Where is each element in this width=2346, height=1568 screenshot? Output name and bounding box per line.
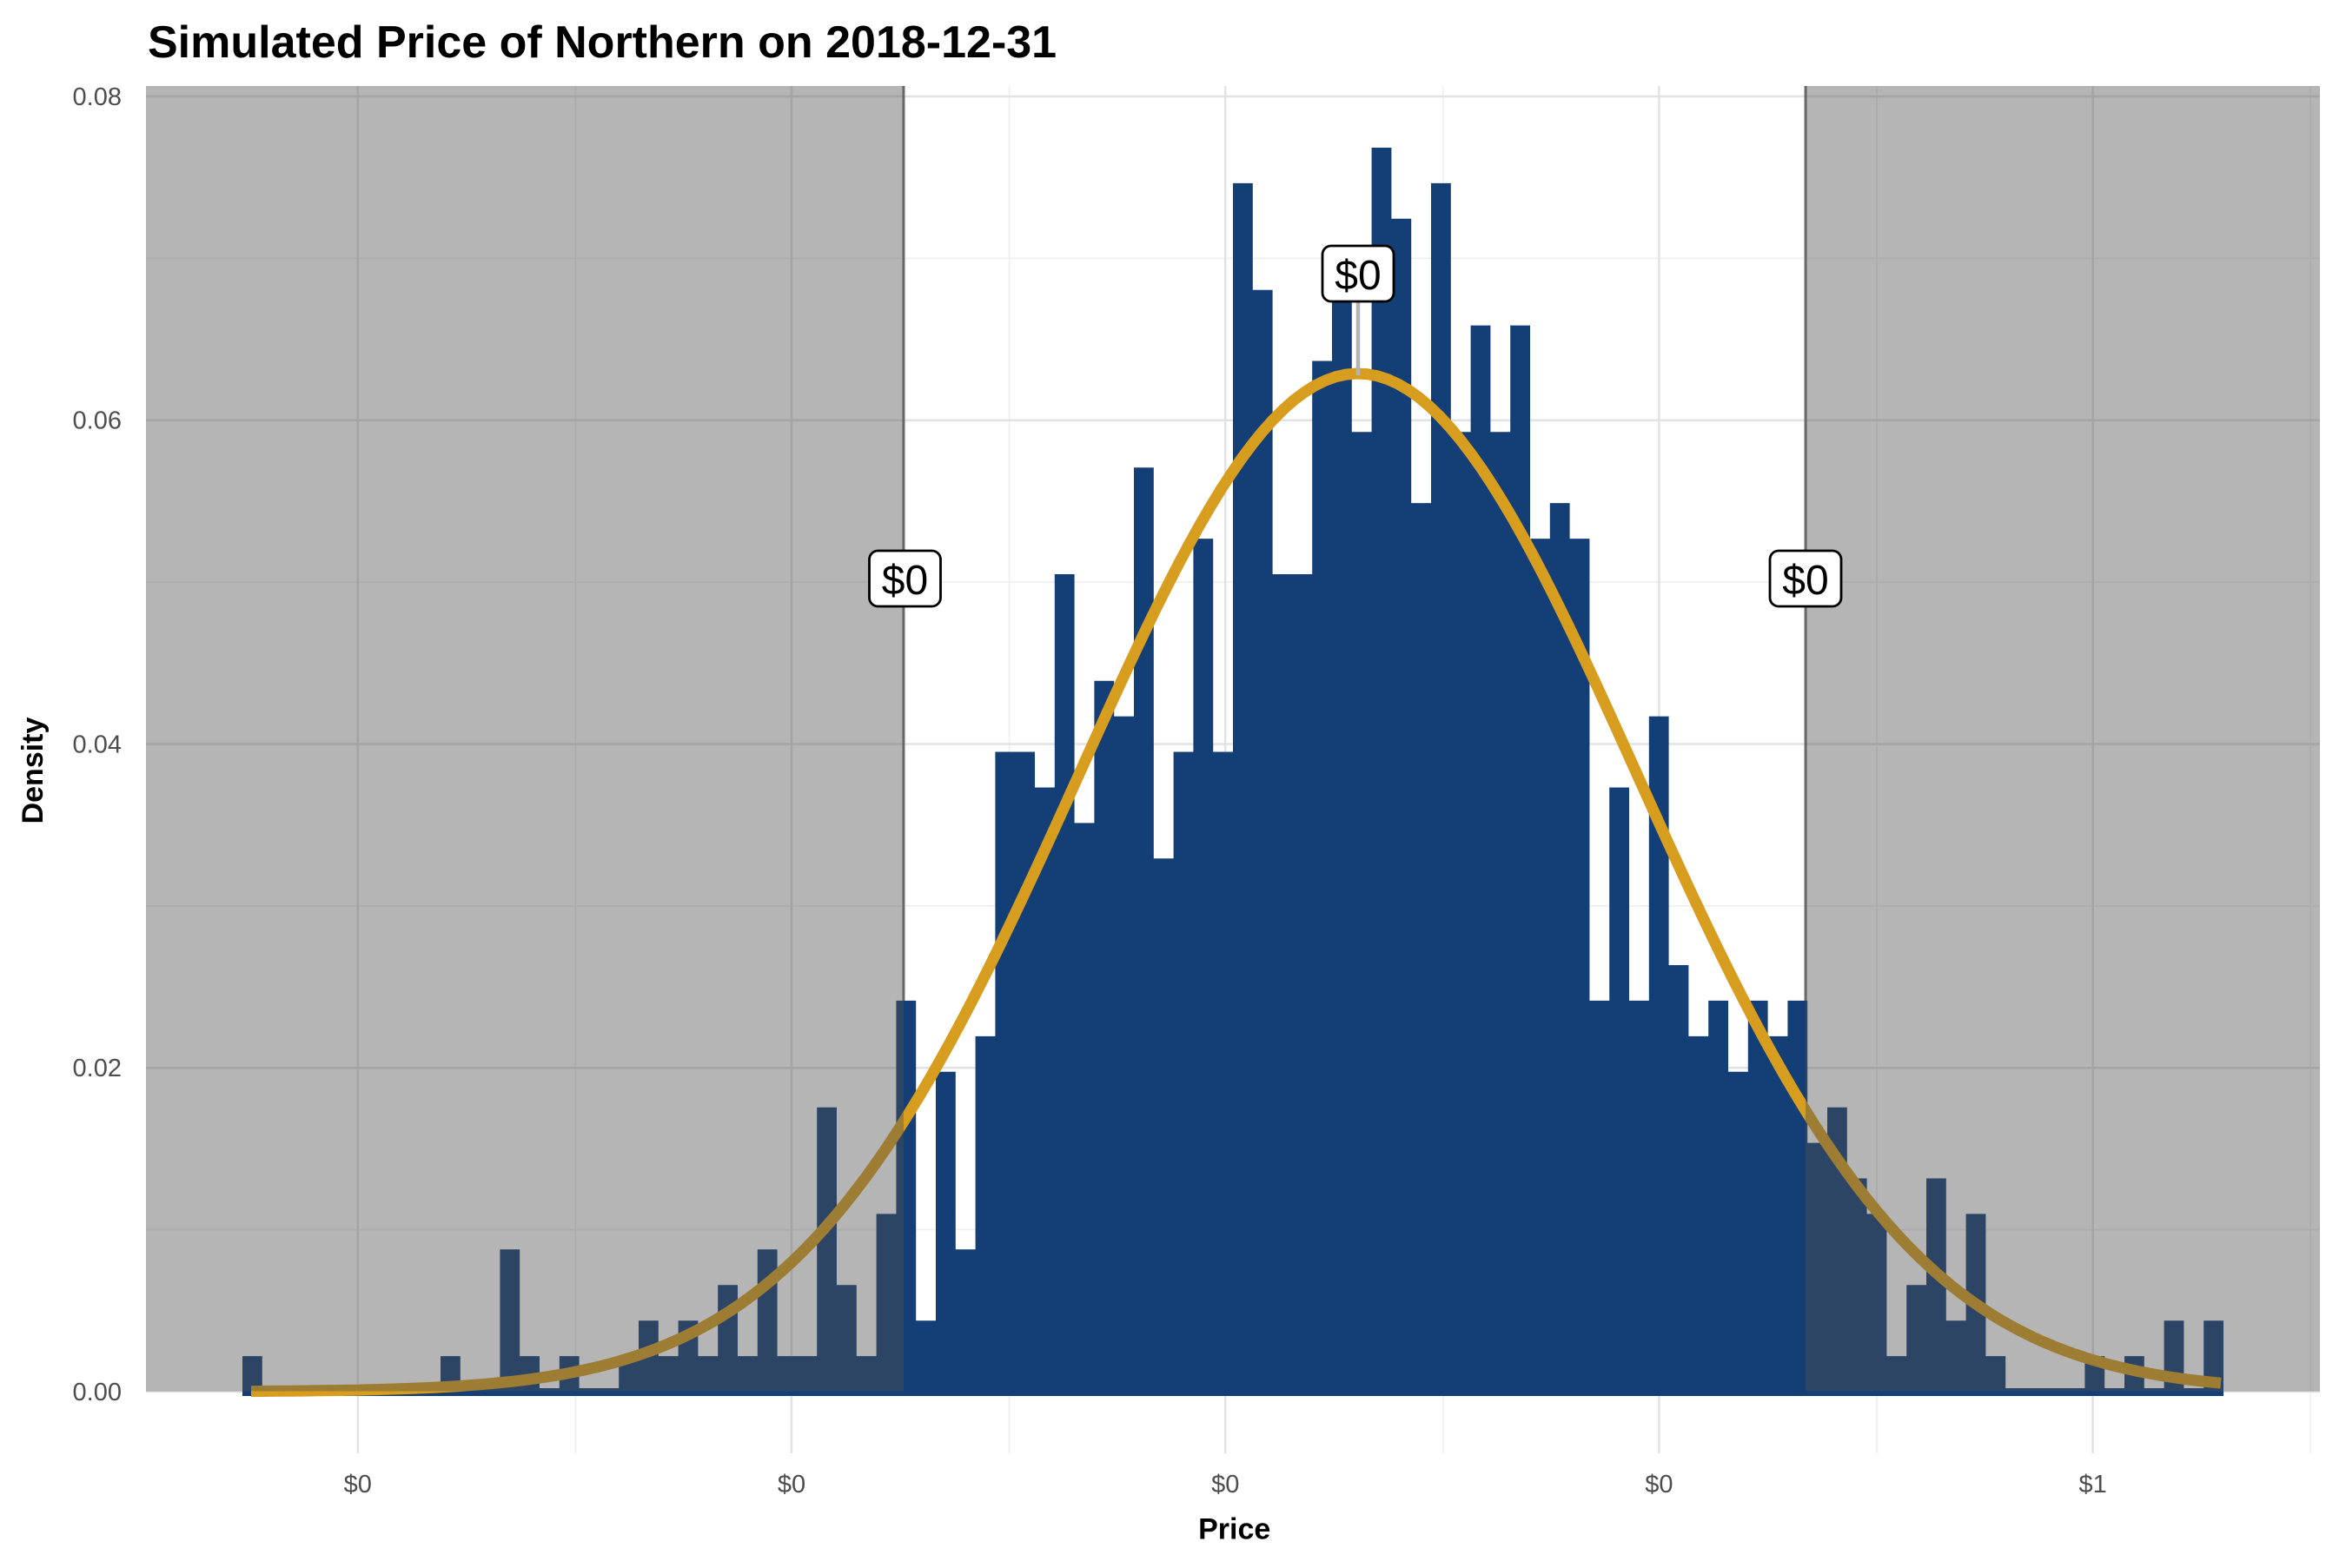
svg-text:$0: $0 bbox=[1335, 253, 1381, 299]
svg-text:$0: $0 bbox=[1211, 1471, 1239, 1499]
svg-text:0.00: 0.00 bbox=[73, 1379, 122, 1406]
svg-text:$0: $0 bbox=[1782, 558, 1828, 604]
svg-text:$0: $0 bbox=[1645, 1471, 1673, 1499]
svg-text:$1: $1 bbox=[2078, 1471, 2106, 1499]
svg-text:Simulated Price of Northern on: Simulated Price of Northern on 2018-12-3… bbox=[148, 17, 1057, 68]
svg-text:0.02: 0.02 bbox=[73, 1055, 122, 1082]
svg-text:$0: $0 bbox=[344, 1471, 372, 1499]
svg-text:Density: Density bbox=[17, 718, 50, 824]
svg-text:$0: $0 bbox=[882, 558, 928, 604]
svg-text:0.08: 0.08 bbox=[73, 83, 122, 111]
svg-text:0.04: 0.04 bbox=[73, 731, 122, 759]
svg-text:0.06: 0.06 bbox=[73, 407, 122, 435]
svg-text:Price: Price bbox=[1198, 1513, 1270, 1546]
svg-text:$0: $0 bbox=[778, 1471, 805, 1499]
